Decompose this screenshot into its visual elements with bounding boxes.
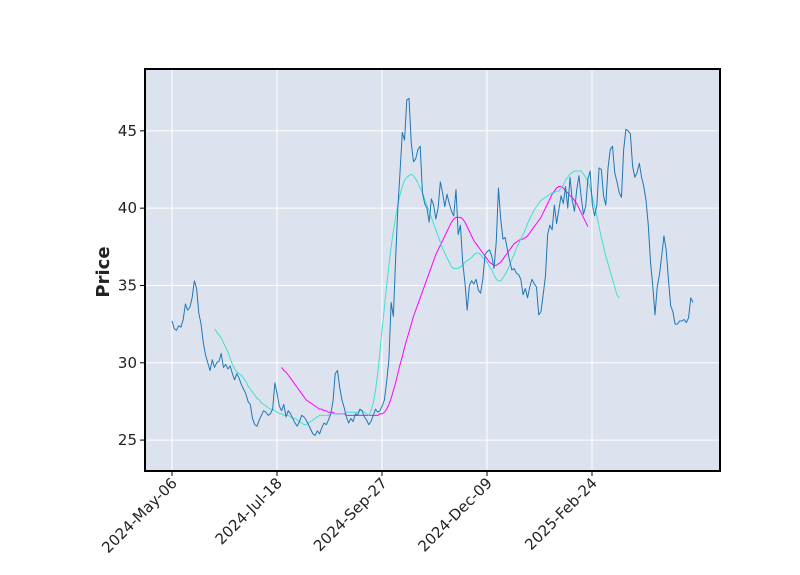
y-tick-label: 30 — [118, 354, 137, 372]
y-axis-ticks: 25 30 35 40 45 — [118, 122, 145, 449]
x-tick-label: 2024-Dec-09 — [414, 474, 495, 555]
y-axis-title: Price — [93, 246, 114, 297]
y-tick-label: 40 — [118, 199, 137, 217]
plot-frame — [144, 68, 721, 472]
plot-background — [145, 69, 720, 471]
series-line-ma-short — [214, 170, 620, 426]
grid-lines — [145, 69, 720, 471]
y-tick-label: 25 — [118, 431, 137, 449]
series-line-ma-long — [281, 186, 589, 416]
x-tick-label: 2024-Jul-18 — [212, 474, 286, 548]
series-lines — [171, 97, 694, 436]
x-tick-label: 2024-May-06 — [98, 474, 181, 557]
x-tick-label: 2025-Feb-24 — [521, 474, 601, 554]
x-axis-ticks: 2024-May-06 2024-Jul-18 2024-Sep-27 2024-De… — [98, 471, 601, 557]
series-line-price — [171, 97, 694, 436]
y-tick-label: 45 — [118, 122, 137, 140]
x-tick-label: 2024-Sep-27 — [310, 474, 391, 555]
y-tick-label: 35 — [118, 276, 137, 294]
